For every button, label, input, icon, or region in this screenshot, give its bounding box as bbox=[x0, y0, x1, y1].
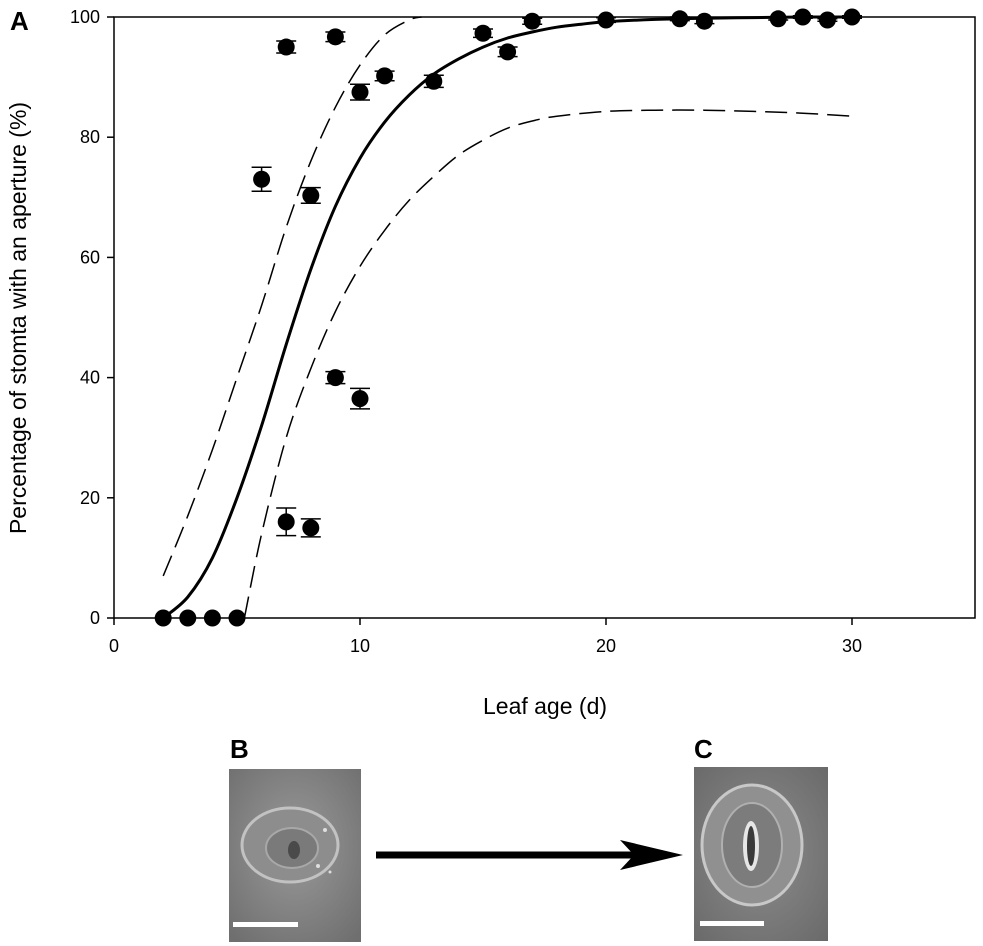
data-point bbox=[817, 11, 838, 29]
data-marker bbox=[843, 8, 861, 26]
curves bbox=[162, 15, 853, 620]
fitted-curve bbox=[162, 15, 853, 620]
data-point bbox=[842, 8, 862, 26]
data-marker bbox=[769, 10, 787, 28]
y-tick-label: 0 bbox=[90, 608, 100, 628]
arrow-b-to-c bbox=[376, 840, 683, 870]
arrow-head bbox=[620, 840, 683, 870]
debris-speck bbox=[323, 828, 327, 832]
data-marker bbox=[671, 10, 689, 28]
data-point bbox=[350, 387, 370, 410]
data-point bbox=[374, 67, 395, 85]
open-stoma-pore bbox=[747, 826, 755, 866]
panel-c-label: C bbox=[694, 734, 713, 764]
data-marker bbox=[179, 609, 197, 627]
panel-b-label: B bbox=[230, 734, 249, 764]
x-tick-label: 10 bbox=[350, 636, 370, 656]
data-points bbox=[154, 8, 862, 627]
data-marker bbox=[376, 67, 394, 85]
data-marker bbox=[818, 11, 836, 29]
x-tick-label: 20 bbox=[596, 636, 616, 656]
scale-bar-b bbox=[233, 922, 298, 927]
data-marker bbox=[351, 390, 369, 408]
data-point bbox=[154, 609, 172, 627]
y-tick-label: 80 bbox=[80, 127, 100, 147]
data-marker bbox=[499, 43, 517, 61]
plot-frame bbox=[113, 16, 976, 619]
data-point bbox=[276, 38, 297, 56]
x-tick-label: 30 bbox=[842, 636, 862, 656]
x-axis-title: Leaf age (d) bbox=[483, 693, 607, 719]
data-marker bbox=[253, 170, 271, 188]
data-marker bbox=[277, 38, 295, 56]
data-point bbox=[596, 11, 616, 29]
data-point bbox=[473, 24, 493, 42]
data-marker bbox=[695, 12, 713, 30]
data-point bbox=[228, 609, 246, 627]
data-point bbox=[768, 10, 789, 28]
y-tick-label: 60 bbox=[80, 247, 100, 267]
closed-stoma-pore bbox=[288, 841, 300, 859]
confidence-bound-curve bbox=[162, 16, 422, 577]
data-point bbox=[300, 518, 321, 538]
data-point bbox=[350, 83, 370, 101]
data-marker bbox=[326, 369, 344, 387]
data-marker bbox=[523, 12, 541, 30]
data-point bbox=[325, 369, 346, 387]
data-point bbox=[179, 609, 197, 627]
data-point bbox=[792, 8, 813, 26]
data-point bbox=[669, 10, 690, 28]
data-marker bbox=[794, 8, 812, 26]
micrograph-c bbox=[694, 767, 828, 941]
x-tick-label: 0 bbox=[109, 636, 119, 656]
data-point bbox=[694, 12, 715, 30]
data-point bbox=[325, 28, 346, 46]
data-marker bbox=[474, 24, 492, 42]
axis-ticks: 0 10 20 30 0 20 40 60 80 100 bbox=[70, 7, 862, 656]
data-marker bbox=[154, 609, 172, 627]
data-marker bbox=[203, 609, 221, 627]
data-marker bbox=[425, 72, 443, 90]
data-point bbox=[276, 507, 297, 537]
data-marker bbox=[351, 83, 369, 101]
debris-speck bbox=[328, 870, 332, 874]
data-point bbox=[203, 609, 221, 627]
panel-a-label: A bbox=[10, 6, 29, 36]
y-tick-label: 40 bbox=[80, 368, 100, 388]
data-marker bbox=[302, 519, 320, 537]
data-marker bbox=[302, 186, 320, 204]
micrograph-b bbox=[229, 769, 361, 942]
data-marker bbox=[228, 609, 246, 627]
data-point bbox=[251, 166, 272, 193]
debris-speck bbox=[316, 864, 320, 868]
data-marker bbox=[277, 513, 295, 531]
data-marker bbox=[326, 28, 344, 46]
data-point bbox=[423, 72, 444, 90]
data-marker bbox=[597, 11, 615, 29]
y-tick-label: 100 bbox=[70, 7, 100, 27]
y-tick-label: 20 bbox=[80, 488, 100, 508]
scale-bar-c bbox=[700, 921, 764, 926]
confidence-bound-curve bbox=[243, 109, 853, 619]
y-axis-title: Percentage of stomta with an aperture (%… bbox=[5, 102, 31, 534]
data-point bbox=[300, 186, 321, 205]
data-point bbox=[497, 43, 518, 61]
data-point bbox=[522, 12, 543, 30]
